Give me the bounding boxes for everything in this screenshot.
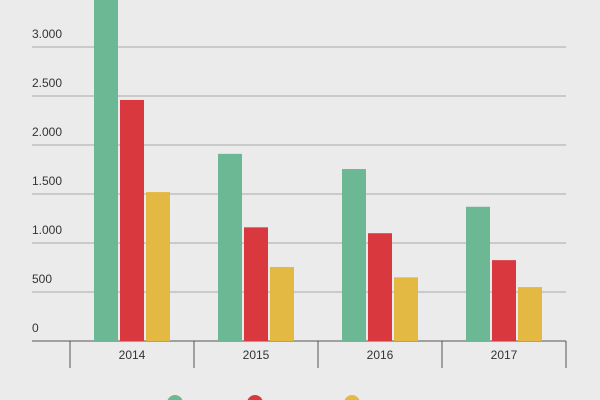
- bar: [466, 206, 490, 341]
- bar: [342, 169, 366, 341]
- bar: [120, 99, 144, 341]
- legend-marker: [247, 395, 263, 400]
- bar: [394, 277, 418, 341]
- x-tick-label: 2017: [491, 348, 518, 362]
- bar: [218, 153, 242, 341]
- bar: [492, 260, 516, 341]
- bar: [270, 267, 294, 341]
- y-tick-label: 2.000: [32, 125, 62, 139]
- bar: [244, 227, 268, 341]
- y-tick-label: 1.500: [32, 174, 62, 188]
- bar: [94, 0, 118, 341]
- legend-marker: [344, 395, 360, 400]
- bar: [368, 233, 392, 341]
- y-tick-label: 3.000: [32, 27, 62, 41]
- bar: [518, 287, 542, 341]
- legend-marker: [167, 395, 183, 400]
- x-tick-label: 2015: [243, 348, 270, 362]
- x-tick-label: 2016: [367, 348, 394, 362]
- y-tick-label: 1.000: [32, 223, 62, 237]
- x-tick-label: 2014: [119, 348, 146, 362]
- y-tick-label: 500: [32, 272, 52, 286]
- y-tick-label: 0: [32, 321, 39, 335]
- y-tick-label: 2.500: [32, 76, 62, 90]
- bar: [146, 192, 170, 341]
